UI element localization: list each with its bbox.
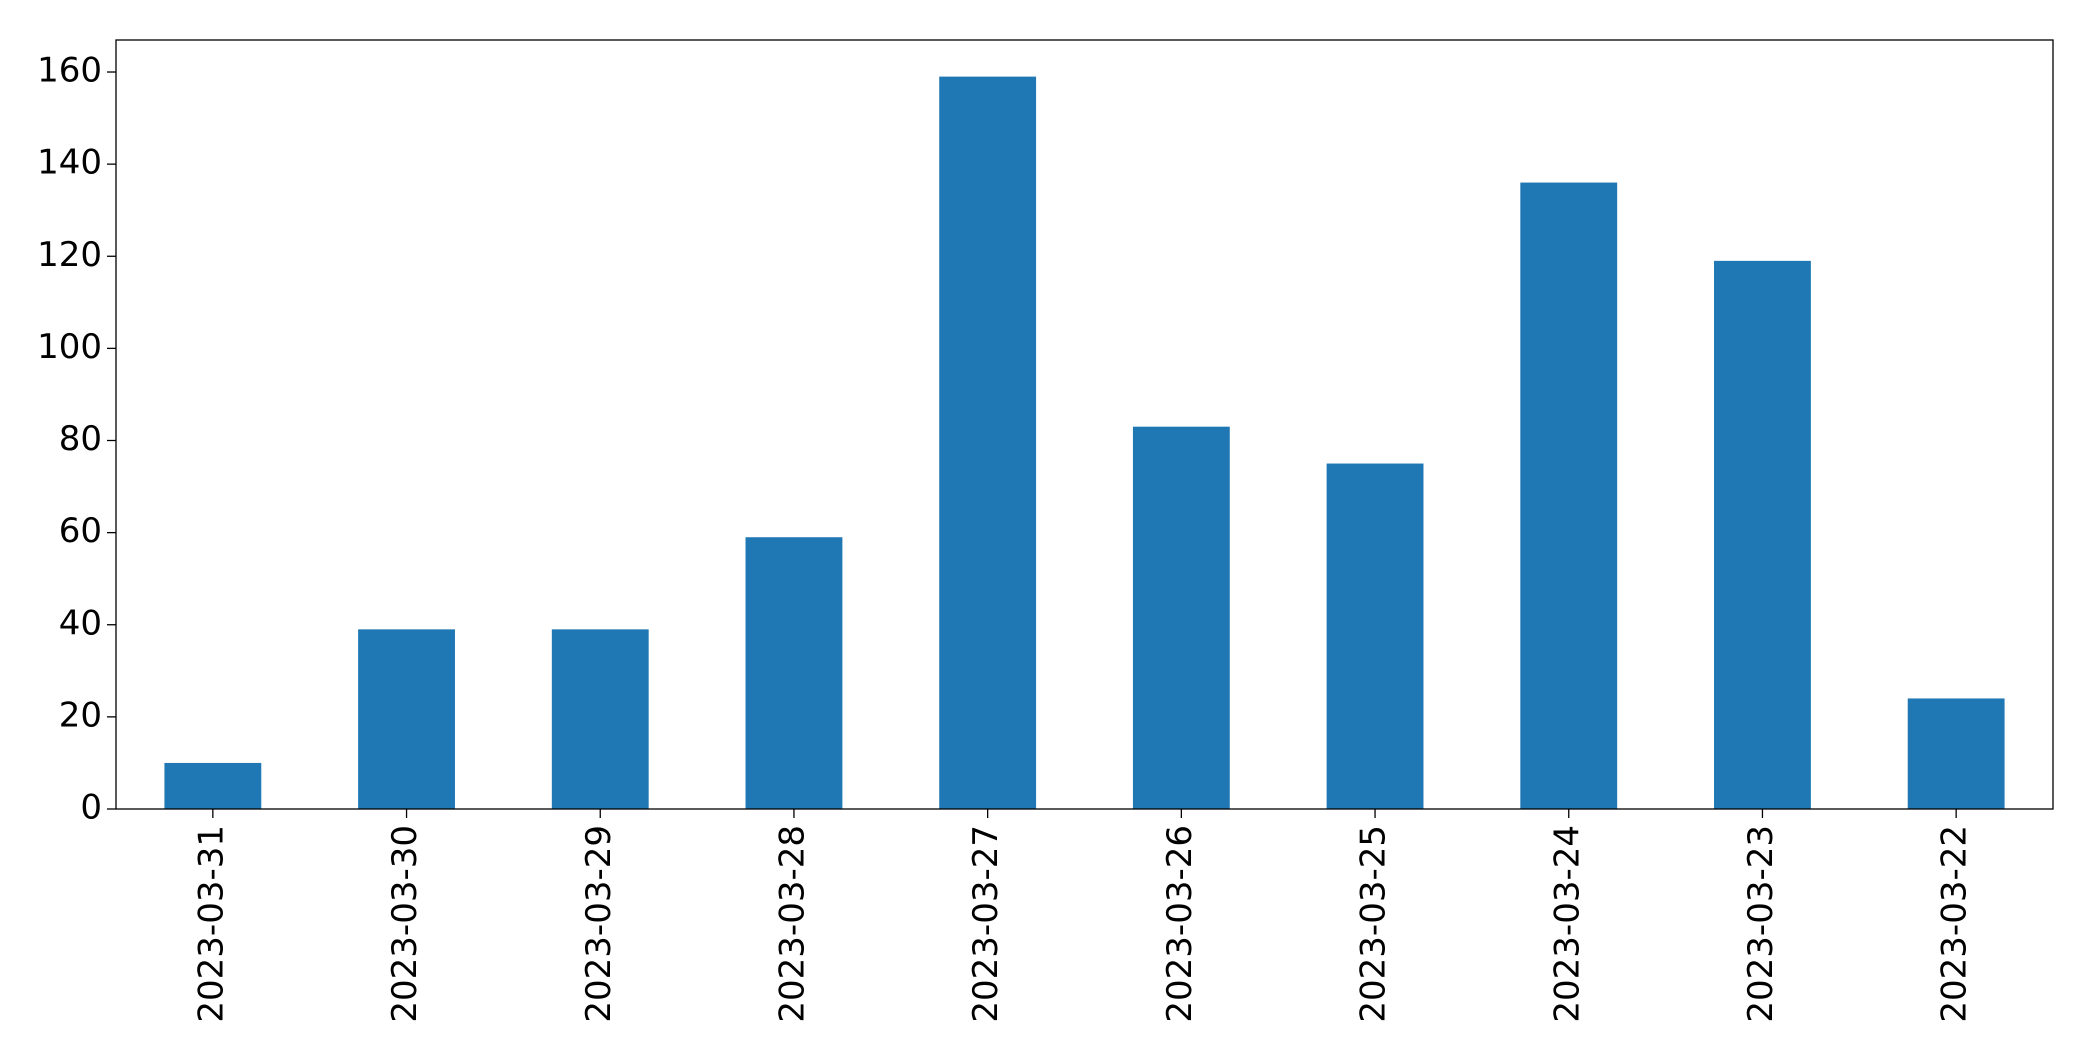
x-tick-label: 2023-03-24: [1547, 825, 1587, 1023]
x-tick-label: 2023-03-23: [1741, 825, 1781, 1023]
bar: [1326, 463, 1424, 809]
x-tick-label: 2023-03-25: [1354, 825, 1394, 1023]
bar: [939, 76, 1037, 810]
x-tick-label: 2023-03-28: [772, 825, 812, 1023]
y-tick-label: 160: [37, 51, 102, 91]
y-tick-label: 0: [80, 788, 102, 828]
x-tick-label: 2023-03-26: [1160, 825, 1200, 1023]
y-tick-label: 120: [37, 235, 102, 275]
x-tick-label: 2023-03-29: [579, 825, 619, 1023]
bar: [1132, 426, 1230, 809]
y-tick-label: 60: [59, 511, 102, 551]
bar: [164, 762, 262, 809]
y-tick-label: 100: [37, 327, 102, 367]
x-tick-label: 2023-03-31: [191, 825, 231, 1023]
x-tick-label: 2023-03-30: [385, 825, 425, 1023]
y-tick-label: 20: [59, 695, 102, 735]
bar: [745, 537, 843, 809]
x-tick-label: 2023-03-22: [1935, 825, 1975, 1023]
bar: [1714, 260, 1811, 809]
bar: [1520, 182, 1618, 810]
y-tick-label: 40: [59, 603, 102, 643]
bar: [551, 629, 649, 809]
bar: [358, 629, 455, 809]
bar: [1907, 698, 2005, 809]
y-tick-label: 140: [37, 143, 102, 183]
plot-frame: [115, 39, 2054, 810]
y-tick-label: 80: [59, 419, 102, 459]
x-tick-label: 2023-03-27: [966, 825, 1006, 1023]
